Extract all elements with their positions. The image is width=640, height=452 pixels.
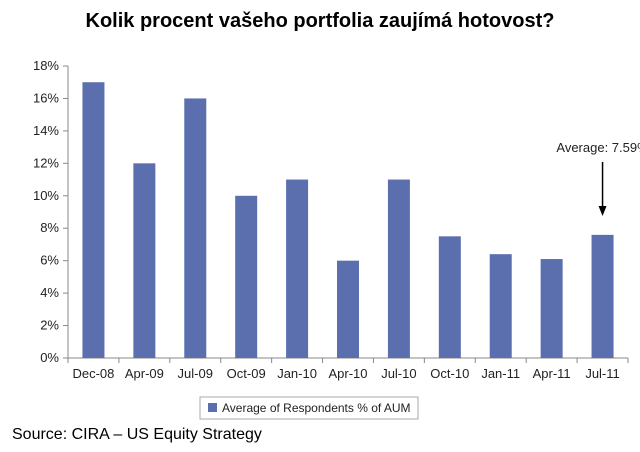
x-tick-label: Dec-08	[72, 366, 114, 381]
y-tick-label: 0%	[40, 350, 59, 365]
y-tick-label: 18%	[33, 58, 59, 73]
legend-label: Average of Respondents % of AUM	[222, 401, 411, 415]
bar-apr-11	[540, 259, 563, 358]
y-tick-label: 16%	[33, 90, 59, 105]
y-tick-label: 2%	[40, 318, 59, 333]
legend-box	[199, 396, 419, 420]
chart-title: Kolik procent vašeho portfolia zaujímá h…	[85, 10, 555, 32]
y-tick-label: 8%	[40, 220, 59, 235]
x-tick-label: Jan-11	[481, 366, 520, 381]
y-tick-label: 4%	[40, 285, 59, 300]
x-tick-label: Jul-11	[585, 366, 619, 381]
x-tick-label: Apr-11	[533, 366, 571, 381]
y-tick-label: 14%	[33, 123, 59, 138]
annotation-arrow-head	[598, 206, 607, 216]
x-tick-label: Jan-10	[277, 366, 317, 381]
bar-jul-11	[591, 234, 614, 358]
bar-apr-09	[133, 163, 156, 358]
x-tick-label: Jul-10	[381, 366, 416, 381]
bar-jul-09	[184, 98, 207, 358]
bar-oct-10	[438, 236, 461, 358]
bar-oct-09	[235, 195, 258, 358]
x-tick-label: Oct-09	[227, 366, 266, 381]
legend-swatch	[208, 403, 217, 412]
average-annotation: Average: 7.59%	[556, 140, 640, 155]
bar-dec-08	[82, 82, 105, 358]
source-note: Source: CIRA – US Equity Strategy	[12, 426, 262, 443]
bar-jan-10	[286, 179, 309, 358]
y-tick-label: 12%	[33, 155, 59, 170]
bar-apr-10	[337, 260, 359, 358]
bar-jan-11	[489, 254, 512, 358]
x-tick-label: Oct-10	[430, 366, 469, 381]
y-tick-label: 10%	[33, 188, 59, 203]
x-tick-label: Apr-10	[328, 366, 367, 381]
bar-jul-10	[387, 179, 410, 358]
x-tick-label: Jul-09	[178, 366, 213, 381]
x-tick-label: Apr-09	[125, 366, 164, 381]
y-tick-label: 6%	[40, 253, 59, 268]
